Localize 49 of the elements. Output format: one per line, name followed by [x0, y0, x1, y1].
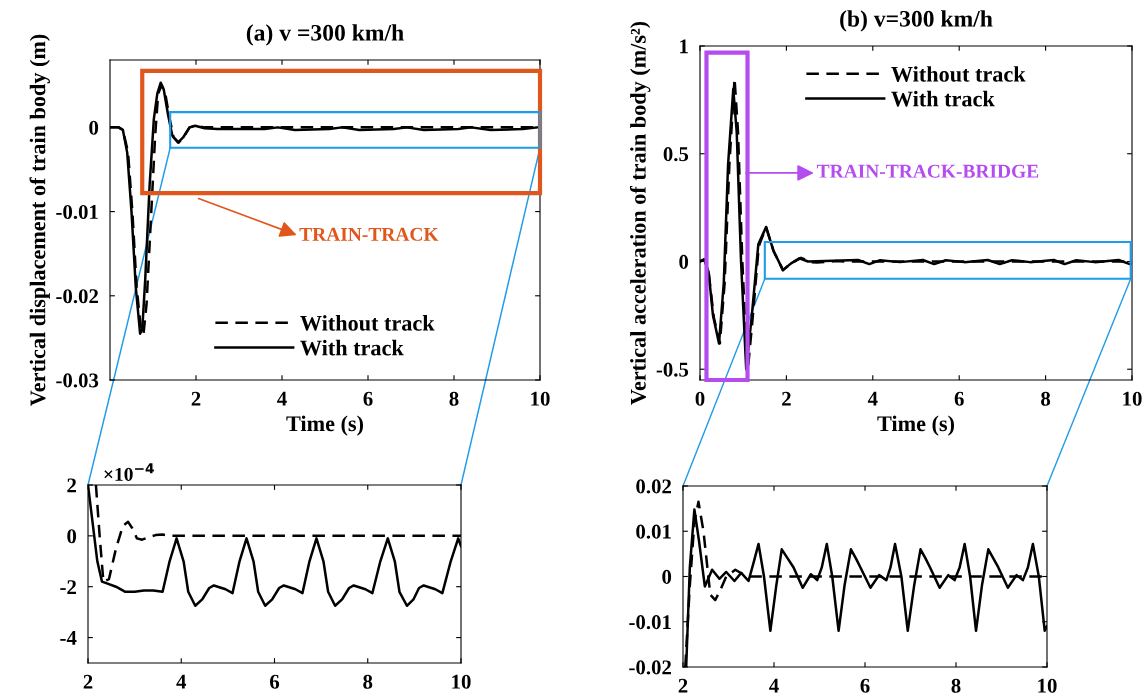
y-axis-title: Vertical displacement of train body (m): [29, 34, 50, 407]
y-tick-label: -0.01: [629, 615, 671, 630]
y-tick-label: 0: [679, 254, 689, 269]
text: ×10$^{−4}$: [104, 463, 154, 481]
x-tick-label: 4: [769, 678, 779, 693]
x-tick-label: 10: [1038, 678, 1057, 693]
x-tick-label: 8: [1041, 391, 1051, 406]
y-tick-label: 0.5: [663, 147, 689, 162]
y-tick-label: 0: [67, 529, 77, 544]
x-tick-label: 10: [531, 391, 550, 406]
y-tick-label: -4: [60, 631, 77, 645]
y-tick-label: -0.02: [629, 660, 671, 675]
x-tick-label: 8: [951, 678, 961, 693]
legend-label: With track: [891, 90, 995, 107]
y-tick-label: 2: [67, 478, 76, 493]
y-tick-label: -0.01: [56, 204, 98, 220]
annotation: TRAIN-TRACK-BRIDGE: [816, 164, 1039, 178]
chart-title: (b) v=300 km/h: [840, 10, 993, 32]
x-tick-label: 4: [867, 391, 878, 406]
x-tick-label: 6: [954, 391, 964, 406]
y-tick-label: 0: [89, 120, 99, 135]
y-tick-label: 1: [680, 39, 688, 54]
x-axis-title: Time (s): [286, 415, 364, 436]
x-tick-label: 10: [452, 674, 471, 689]
y-tick-label: -0.5: [656, 362, 689, 377]
x-tick-label: 2: [191, 391, 201, 406]
chart-title: (a) v =300 km/h: [246, 24, 404, 46]
x-tick-label: 6: [363, 391, 373, 406]
y-tick-label: -0.03: [56, 373, 99, 388]
y-tick-label: -2: [60, 580, 76, 594]
y-axis-title: Vertical acceleration of train body (m/s²): [629, 21, 651, 405]
y-tick-label: 0.02: [636, 479, 671, 494]
y-tick-label: 0.01: [636, 524, 671, 539]
x-tick-label: 8: [363, 674, 373, 689]
x-tick-label: 4: [277, 391, 287, 406]
x-tick-label: 0: [695, 391, 705, 406]
y-tick-label: -0.02: [56, 289, 98, 304]
x-tick-label: 6: [860, 678, 870, 693]
x-tick-label: 4: [176, 674, 187, 689]
x-tick-label: 10: [1123, 391, 1142, 406]
annotation: TRAIN-TRACK: [299, 227, 439, 241]
legend-label: Without track: [300, 315, 435, 331]
legend-label: With track: [300, 339, 404, 356]
x-axis-title: Time (s): [877, 415, 955, 436]
x-tick-label: 2: [782, 391, 791, 406]
x-tick-label: 8: [449, 391, 459, 406]
legend-label: Without track: [891, 66, 1026, 82]
y-tick-label: 0: [662, 569, 672, 584]
x-tick-label: 6: [270, 674, 280, 689]
